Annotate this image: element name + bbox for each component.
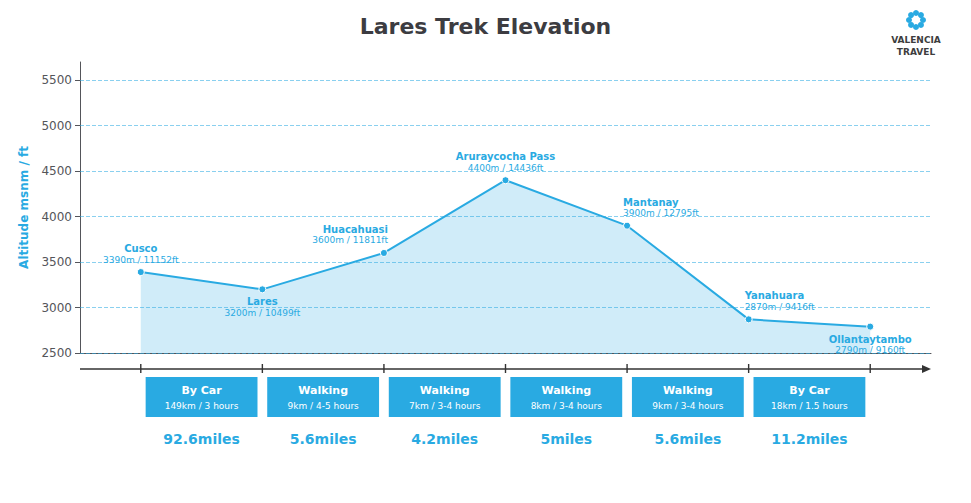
svg-text:By Car: By Car <box>789 384 830 397</box>
svg-text:Lares Trek Elevation: Lares Trek Elevation <box>360 14 612 39</box>
svg-text:3000: 3000 <box>41 301 72 315</box>
svg-text:5.6miles: 5.6miles <box>654 431 721 447</box>
svg-text:3600m / 11811ft: 3600m / 11811ft <box>312 235 388 245</box>
svg-text:Altitude msnm / ft: Altitude msnm / ft <box>17 146 31 269</box>
svg-text:Mantanay: Mantanay <box>623 197 679 208</box>
svg-text:8km / 3-4 hours: 8km / 3-4 hours <box>531 401 603 411</box>
svg-text:149km / 3 hours: 149km / 3 hours <box>165 401 239 411</box>
svg-text:Lares: Lares <box>247 296 278 307</box>
svg-text:5500: 5500 <box>41 73 72 87</box>
svg-text:Walking: Walking <box>298 384 348 397</box>
svg-text:18km / 1.5 hours: 18km / 1.5 hours <box>771 401 848 411</box>
svg-text:4500: 4500 <box>41 164 72 178</box>
svg-text:4.2miles: 4.2miles <box>411 431 478 447</box>
svg-text:11.2miles: 11.2miles <box>771 431 848 447</box>
svg-text:Aruraycocha Pass: Aruraycocha Pass <box>456 151 556 162</box>
svg-text:VALENCIA: VALENCIA <box>891 35 941 45</box>
svg-text:Walking: Walking <box>541 384 591 397</box>
svg-text:3900m / 12795ft: 3900m / 12795ft <box>623 208 699 219</box>
svg-text:Yanahuara: Yanahuara <box>744 290 805 301</box>
svg-text:By Car: By Car <box>181 384 222 397</box>
svg-text:2790m / 9160ft: 2790m / 9160ft <box>835 345 906 356</box>
svg-text:4400m / 14436ft: 4400m / 14436ft <box>467 162 544 173</box>
svg-text:2500: 2500 <box>41 346 72 360</box>
svg-text:9km / 3-4 hours: 9km / 3-4 hours <box>652 401 724 411</box>
svg-text:7km / 3-4 hours: 7km / 3-4 hours <box>409 401 481 411</box>
svg-text:Huacahuasi: Huacahuasi <box>323 224 388 235</box>
svg-text:TRAVEL: TRAVEL <box>897 47 936 57</box>
svg-text:5.6miles: 5.6miles <box>290 431 357 447</box>
svg-text:3200m / 10499ft: 3200m / 10499ft <box>225 308 301 318</box>
svg-text:4000: 4000 <box>41 210 72 224</box>
svg-text:9km / 4-5 hours: 9km / 4-5 hours <box>287 401 359 411</box>
svg-text:Walking: Walking <box>663 384 713 397</box>
svg-text:5000: 5000 <box>41 119 72 133</box>
svg-text:3390m / 11152ft: 3390m / 11152ft <box>103 255 179 265</box>
svg-text:5miles: 5miles <box>540 431 592 447</box>
svg-text:Ollantaytambo: Ollantaytambo <box>829 334 912 345</box>
svg-text:2870m / 9416ft: 2870m / 9416ft <box>745 302 815 312</box>
svg-text:92.6miles: 92.6miles <box>163 431 240 447</box>
svg-text:Walking: Walking <box>420 384 470 397</box>
svg-text:Cusco: Cusco <box>124 243 157 254</box>
svg-text:3500: 3500 <box>41 255 72 269</box>
